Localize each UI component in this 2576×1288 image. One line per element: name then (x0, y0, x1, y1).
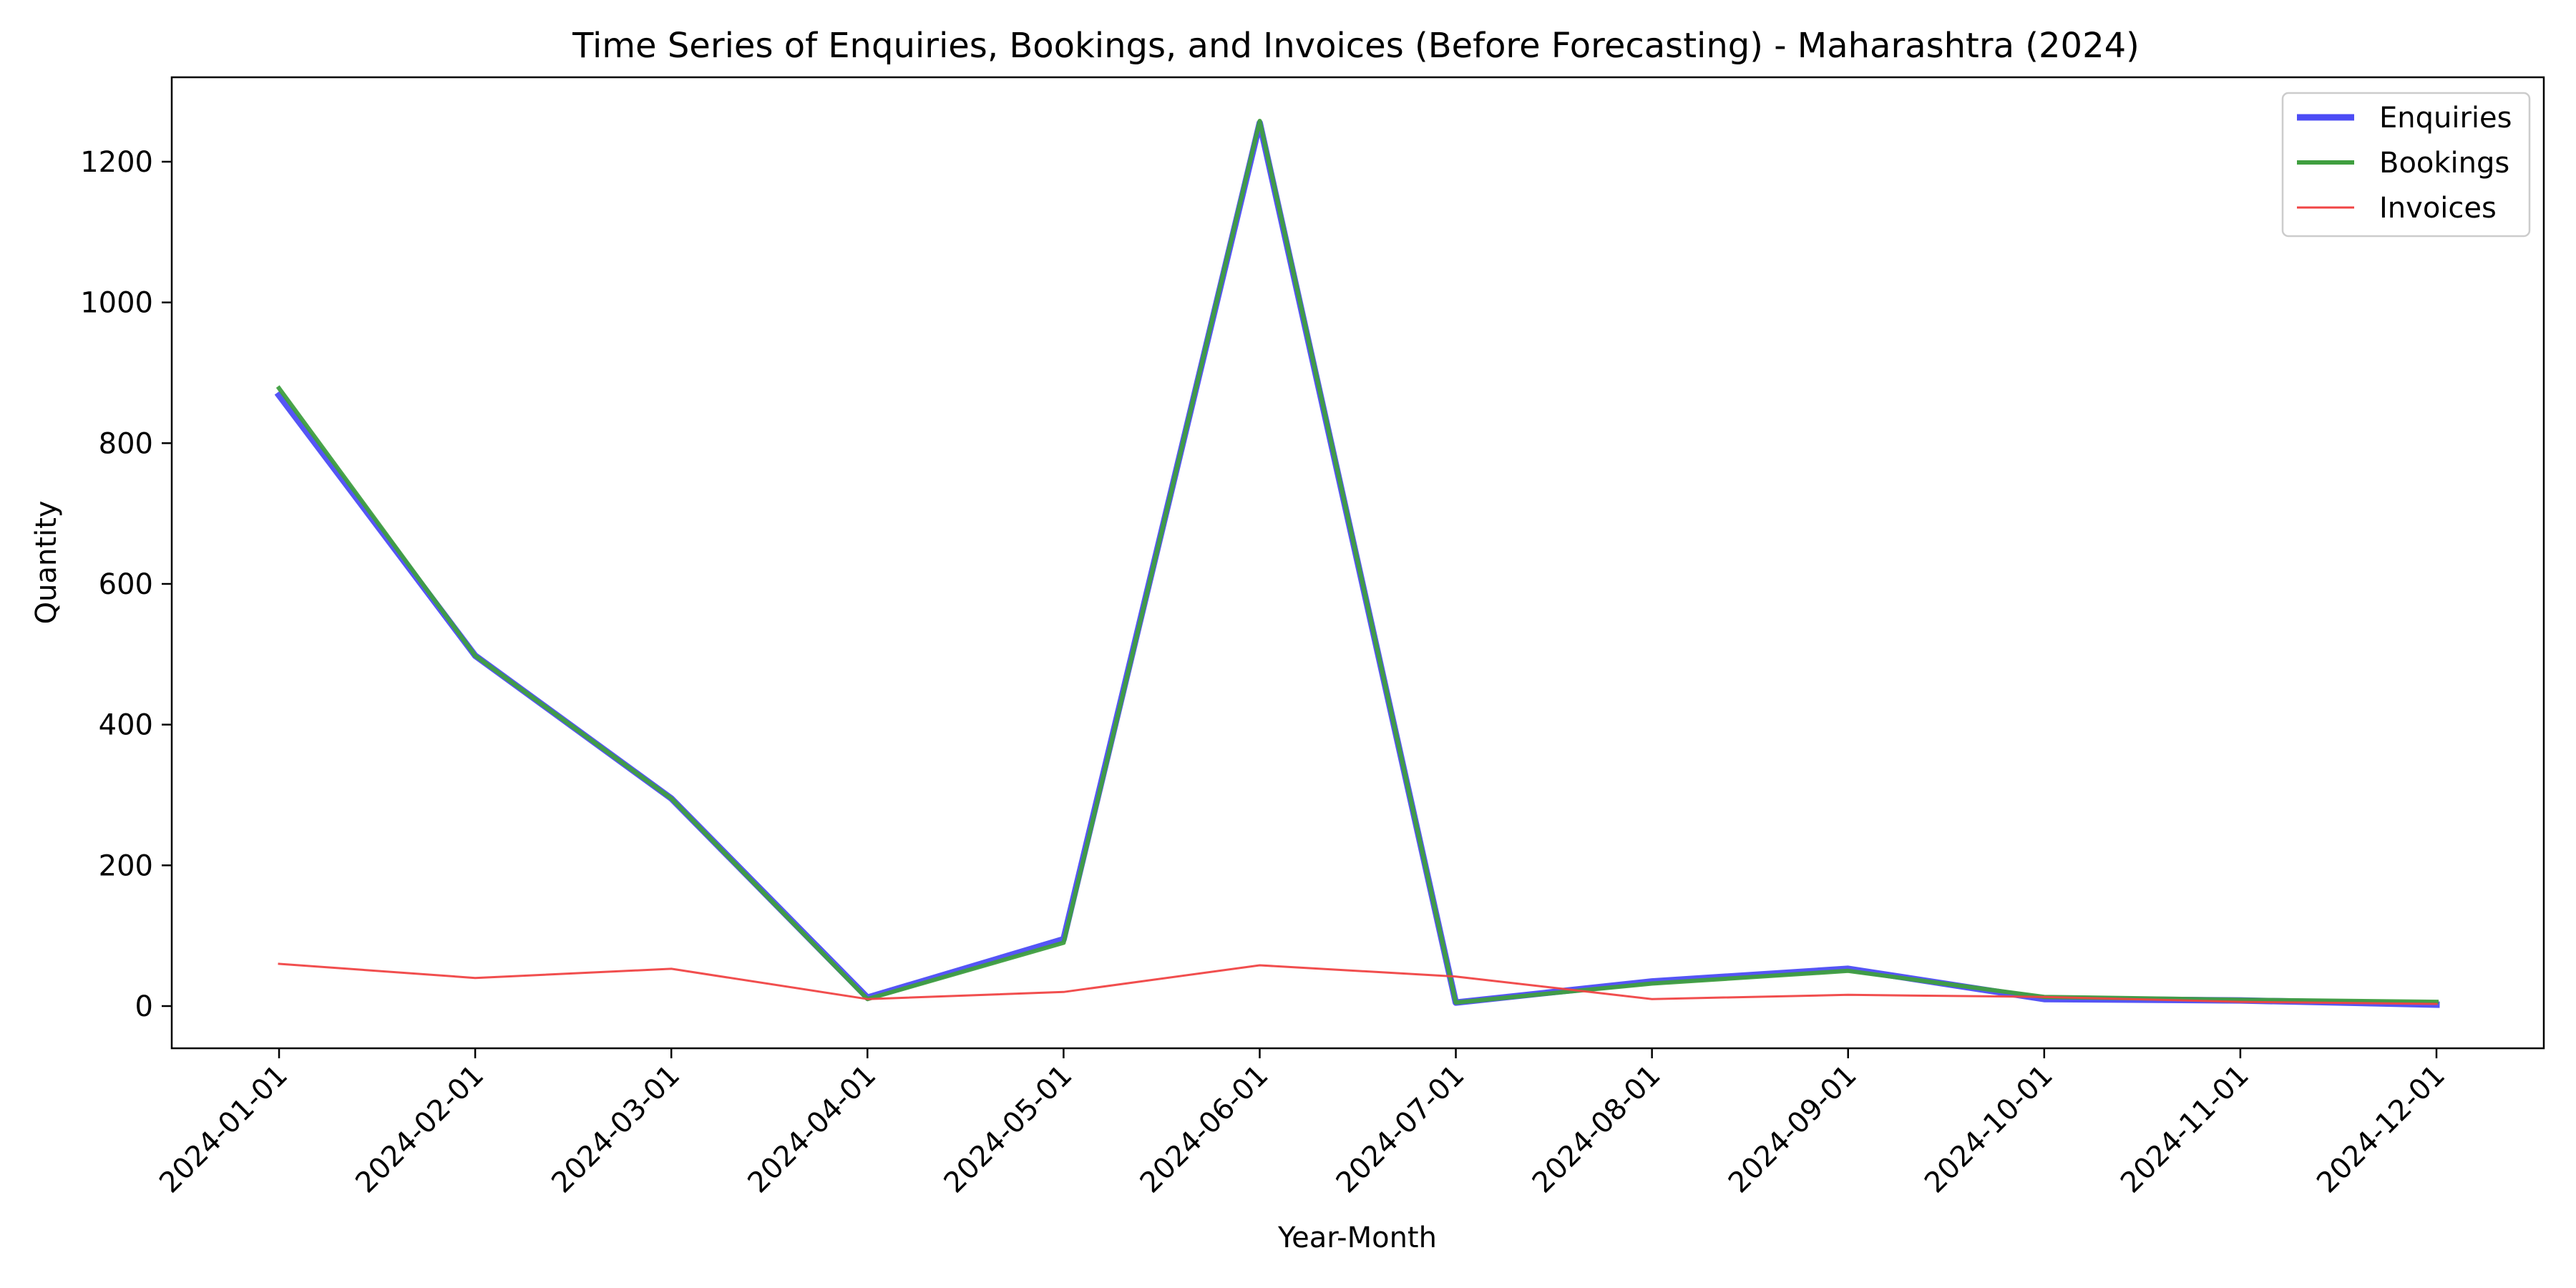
y-tick-label: 200 (99, 849, 153, 882)
chart-title: Time Series of Enquiries, Bookings, and … (572, 26, 2140, 66)
y-axis: 0 200 400 600 800 1000 1200 (80, 146, 172, 1023)
series-line-invoices (278, 962, 2438, 1005)
series-lines (274, 119, 2440, 1008)
y-axis-label: Quantity (30, 501, 63, 625)
y-tick-label: 0 (135, 990, 153, 1023)
x-axis-label: Year-Month (1277, 1221, 1437, 1254)
y-tick-label: 1000 (80, 287, 153, 320)
legend-label-enquiries: Enquiries (2379, 102, 2512, 135)
legend-label-invoices: Invoices (2379, 192, 2497, 225)
legend: Enquiries Bookings Invoices (2281, 92, 2531, 238)
y-tick-label: 400 (99, 709, 153, 742)
y-tick-label: 800 (99, 427, 153, 460)
legend-box (2281, 92, 2531, 238)
legend-label-bookings: Bookings (2379, 147, 2509, 180)
y-tick-label: 1200 (80, 146, 153, 179)
y-tick-label: 600 (99, 568, 153, 601)
